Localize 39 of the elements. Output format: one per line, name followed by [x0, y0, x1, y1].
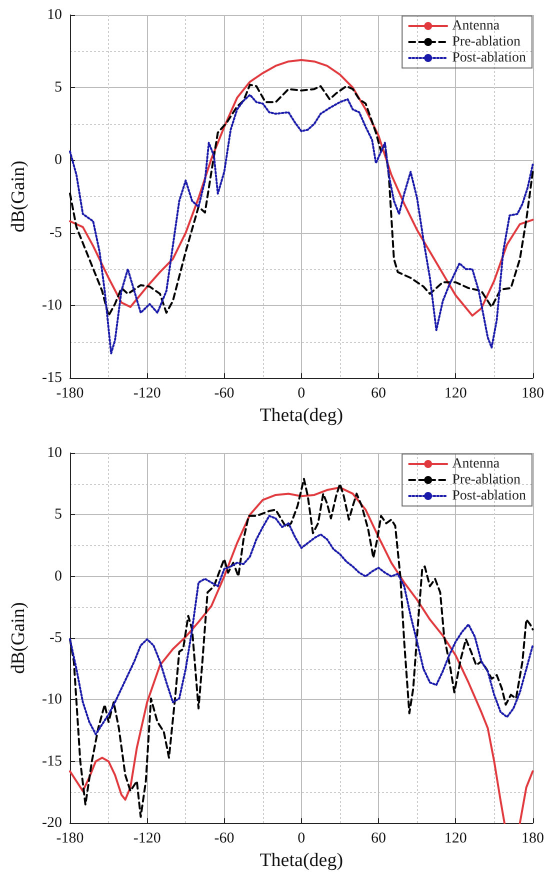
- y-tick-label: 0: [54, 152, 62, 168]
- x-tick-label: 60: [371, 386, 386, 402]
- x-tick-label: -120: [133, 830, 161, 847]
- x-tick-label: -60: [214, 386, 234, 402]
- y-tick-label: -15: [42, 370, 62, 386]
- x-tick-label: -60: [214, 830, 234, 847]
- legend-label: Pre-ablation: [452, 472, 521, 488]
- y-tick-label: 10: [47, 445, 62, 461]
- legend-label: Antenna: [452, 456, 500, 472]
- x-axis-title: Theta(deg): [260, 405, 344, 426]
- legend-label: Post-ablation: [452, 50, 526, 66]
- x-tick-label: -120: [133, 386, 161, 402]
- x-tick-label: -180: [56, 830, 84, 847]
- x-axis-title: Theta(deg): [260, 850, 344, 871]
- x-tick-label: 60: [371, 830, 386, 847]
- x-tick-label: 0: [298, 386, 306, 402]
- line-series: [69, 94, 534, 354]
- y-tick-label: -20: [42, 815, 62, 832]
- legend-label: Antenna: [452, 18, 500, 34]
- y-tick-label: 10: [47, 7, 62, 23]
- y-axis-title: dB(Gain): [8, 602, 29, 674]
- y-tick-label: 0: [54, 568, 62, 584]
- x-tick-label: 120: [444, 830, 467, 847]
- y-tick-label: 5: [54, 506, 62, 523]
- y-axis-title: dB(Gain): [8, 160, 29, 232]
- x-tick-label: 120: [444, 386, 467, 402]
- y-tick-label: -10: [42, 692, 62, 708]
- x-tick-label: 180: [522, 830, 544, 847]
- x-tick-label: -180: [56, 386, 84, 402]
- legend-label: Post-ablation: [452, 488, 526, 504]
- legend-label: Pre-ablation: [452, 34, 521, 50]
- x-tick-label: 180: [522, 386, 544, 402]
- y-tick-label: -5: [50, 630, 62, 646]
- y-tick-label: 5: [54, 80, 62, 96]
- y-tick-label: -10: [42, 297, 62, 314]
- line-series: [69, 514, 534, 736]
- y-tick-label: -5: [50, 224, 62, 241]
- x-tick-label: 0: [298, 830, 306, 847]
- y-tick-label: -15: [42, 753, 62, 770]
